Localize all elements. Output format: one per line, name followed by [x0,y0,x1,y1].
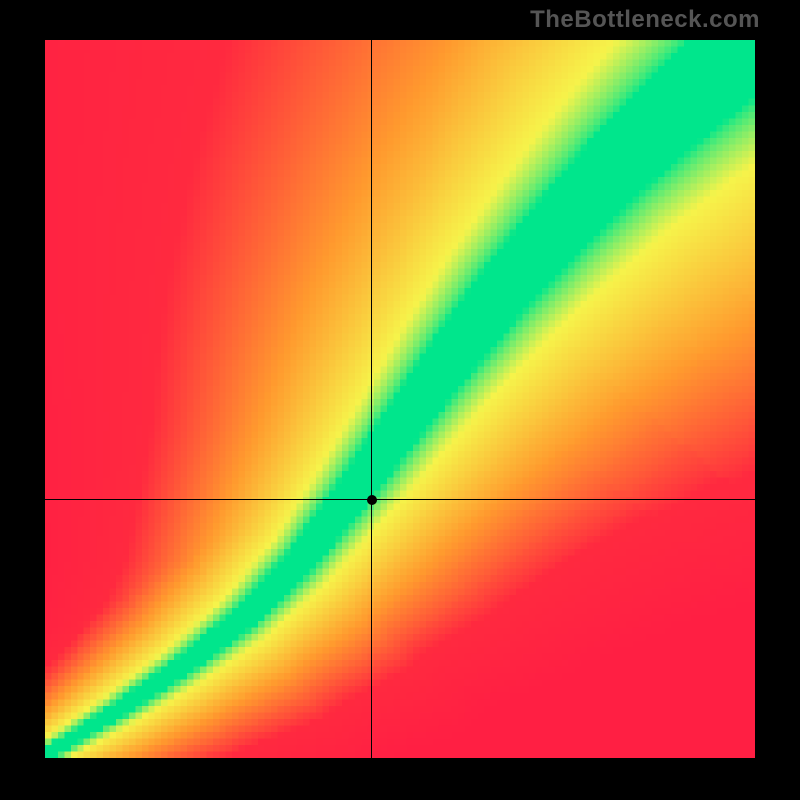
crosshair-horizontal [45,499,755,500]
watermark-text: TheBottleneck.com [530,6,760,34]
crosshair-dot [367,495,377,505]
crosshair-vertical [371,40,372,758]
heatmap-plot [45,40,755,758]
